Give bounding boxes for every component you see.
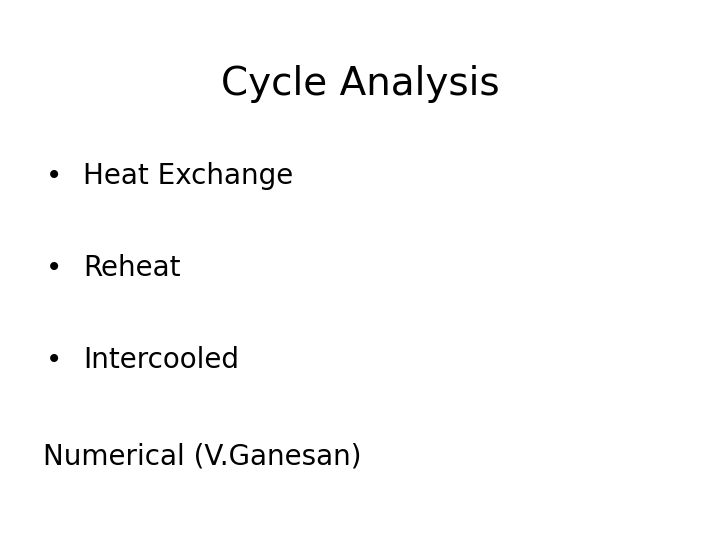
Text: •: •: [46, 162, 62, 190]
Text: Numerical (V.Ganesan): Numerical (V.Ganesan): [43, 443, 361, 471]
Text: •: •: [46, 346, 62, 374]
Text: Cycle Analysis: Cycle Analysis: [221, 65, 499, 103]
Text: Heat Exchange: Heat Exchange: [83, 162, 293, 190]
Text: Intercooled: Intercooled: [83, 346, 239, 374]
Text: Reheat: Reheat: [83, 254, 180, 282]
Text: •: •: [46, 254, 62, 282]
